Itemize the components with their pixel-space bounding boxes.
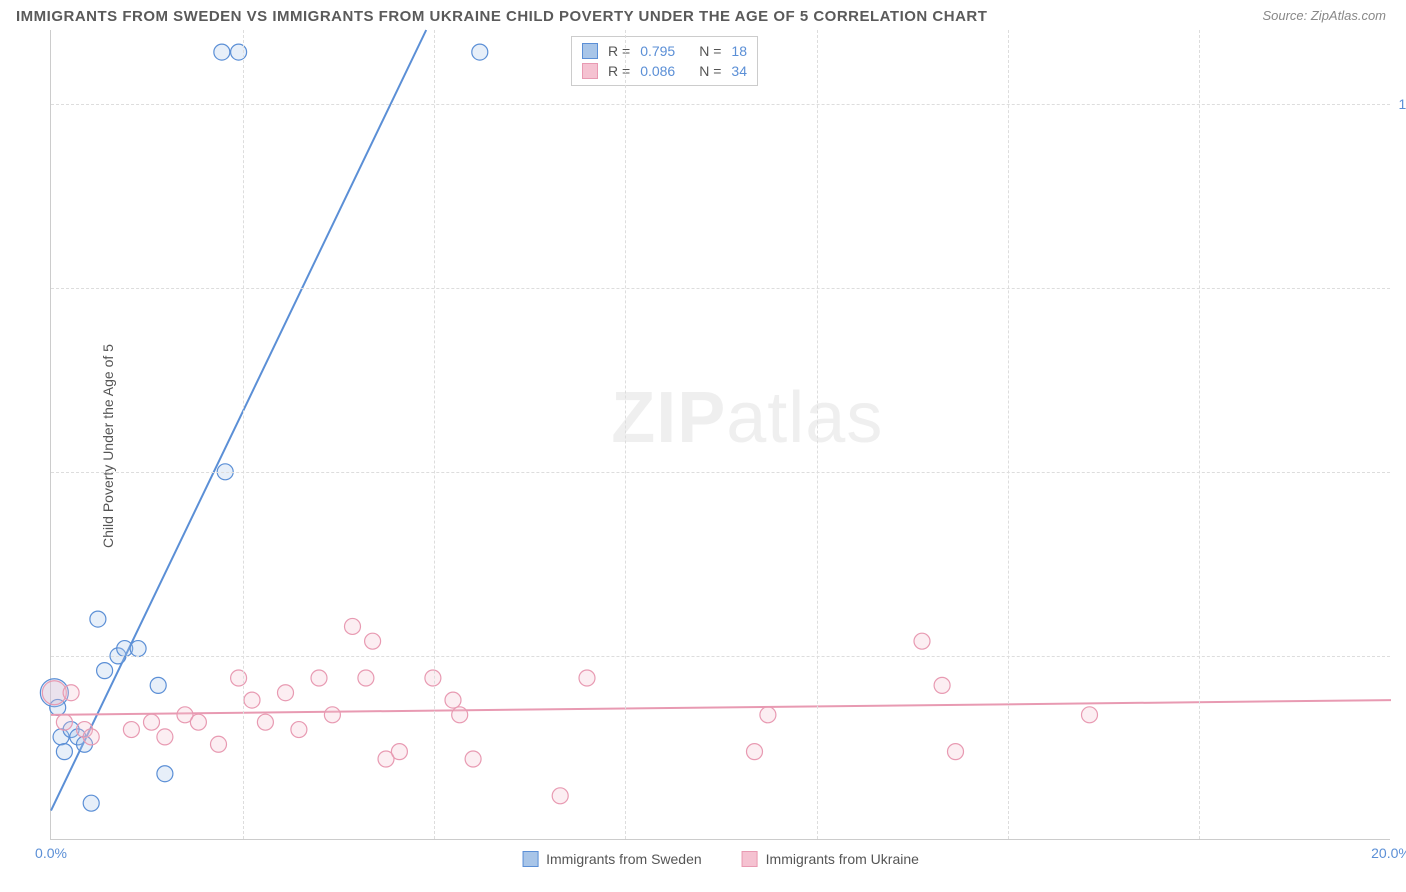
data-point bbox=[311, 670, 327, 686]
data-point bbox=[1082, 707, 1098, 723]
data-point bbox=[257, 714, 273, 730]
plot-area: ZIPatlas R =0.795N =18R =0.086N =34 Immi… bbox=[50, 30, 1390, 840]
data-point bbox=[97, 663, 113, 679]
vgridline bbox=[817, 30, 818, 839]
data-point bbox=[90, 611, 106, 627]
data-point bbox=[948, 744, 964, 760]
legend-row: R = 0.795 N = 18 bbox=[582, 41, 747, 61]
legend-r-label: R = bbox=[608, 63, 630, 79]
data-point bbox=[465, 751, 481, 767]
gridline bbox=[51, 104, 1390, 105]
legend-r-value: 0.795 bbox=[640, 43, 675, 59]
data-point bbox=[56, 714, 72, 730]
data-point bbox=[231, 44, 247, 60]
legend-item: Immigrants from Sweden bbox=[522, 851, 702, 867]
data-point bbox=[552, 788, 568, 804]
y-tick-label: 100.0% bbox=[1399, 96, 1406, 112]
data-point bbox=[291, 722, 307, 738]
data-point bbox=[123, 722, 139, 738]
legend-r-label: R = bbox=[608, 43, 630, 59]
source-credit: Source: ZipAtlas.com bbox=[1262, 8, 1386, 23]
legend-label: Immigrants from Sweden bbox=[546, 851, 702, 867]
data-point bbox=[231, 670, 247, 686]
data-point bbox=[157, 766, 173, 782]
legend-n-value: 34 bbox=[731, 63, 747, 79]
trend-line bbox=[51, 30, 426, 811]
data-point bbox=[130, 641, 146, 657]
legend-row: R = 0.086 N = 34 bbox=[582, 61, 747, 81]
data-point bbox=[214, 44, 230, 60]
data-point bbox=[760, 707, 776, 723]
legend-n-label: N = bbox=[699, 43, 721, 59]
legend-n-value: 18 bbox=[731, 43, 747, 59]
gridline bbox=[51, 288, 1390, 289]
legend-label: Immigrants from Ukraine bbox=[766, 851, 919, 867]
x-tick-label: 0.0% bbox=[35, 845, 67, 861]
data-point bbox=[914, 633, 930, 649]
data-point bbox=[747, 744, 763, 760]
data-point bbox=[472, 44, 488, 60]
data-point bbox=[365, 633, 381, 649]
data-point bbox=[445, 692, 461, 708]
vgridline bbox=[1008, 30, 1009, 839]
legend-swatch bbox=[582, 43, 598, 59]
x-tick-label: 20.0% bbox=[1371, 845, 1406, 861]
legend-n-label: N = bbox=[699, 63, 721, 79]
data-point bbox=[63, 685, 79, 701]
data-point bbox=[144, 714, 160, 730]
chart-title: IMMIGRANTS FROM SWEDEN VS IMMIGRANTS FRO… bbox=[16, 8, 987, 25]
data-point bbox=[150, 677, 166, 693]
gridline bbox=[51, 656, 1390, 657]
legend-swatch bbox=[522, 851, 538, 867]
vgridline bbox=[625, 30, 626, 839]
vgridline bbox=[434, 30, 435, 839]
gridline bbox=[51, 472, 1390, 473]
vgridline bbox=[1199, 30, 1200, 839]
data-point bbox=[83, 795, 99, 811]
correlation-legend: R = 0.795 N = 18 R = 0.086 N = 34 bbox=[571, 36, 758, 86]
series-legend: Immigrants from Sweden Immigrants from Uk… bbox=[522, 851, 919, 867]
data-point bbox=[211, 736, 227, 752]
data-point bbox=[391, 744, 407, 760]
data-point bbox=[345, 618, 361, 634]
legend-item: Immigrants from Ukraine bbox=[742, 851, 919, 867]
vgridline bbox=[243, 30, 244, 839]
data-point bbox=[83, 729, 99, 745]
chart-svg bbox=[51, 30, 1390, 839]
data-point bbox=[278, 685, 294, 701]
legend-swatch bbox=[582, 63, 598, 79]
data-point bbox=[244, 692, 260, 708]
legend-swatch bbox=[742, 851, 758, 867]
data-point bbox=[452, 707, 468, 723]
data-point bbox=[934, 677, 950, 693]
data-point bbox=[579, 670, 595, 686]
data-point bbox=[157, 729, 173, 745]
data-point bbox=[324, 707, 340, 723]
data-point bbox=[56, 744, 72, 760]
data-point bbox=[358, 670, 374, 686]
legend-r-value: 0.086 bbox=[640, 63, 675, 79]
data-point bbox=[190, 714, 206, 730]
